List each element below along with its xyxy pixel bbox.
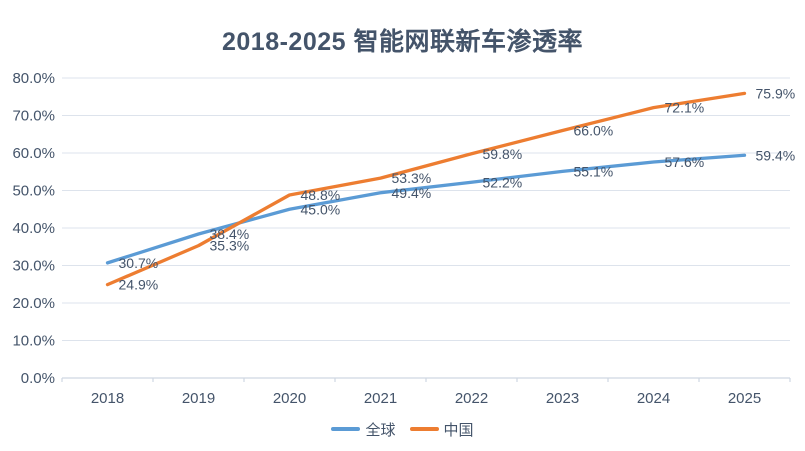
x-axis-tick-label: 2024 [637,390,670,407]
legend-label-global: 全球 [365,421,396,439]
legend-item-china[interactable]: 中国 [409,419,474,440]
chart-title: 2018-2025 智能网联新车渗透率 [221,28,583,56]
data-label-global: 52.2% [483,174,523,190]
x-axis-tick-label: 2022 [455,390,488,407]
x-axis-tick-label: 2019 [182,390,215,407]
x-axis-tick-label: 2018 [91,390,124,407]
y-axis-tick-label: 40.0% [12,220,55,237]
data-label-china: 35.3% [210,238,250,254]
series-line-china[interactable] [105,91,747,287]
data-label-global: 38.4% [210,226,250,242]
data-label-global: 49.4% [392,185,432,201]
x-axis-tick-label: 2023 [546,390,579,407]
data-label-global: 45.0% [301,201,341,217]
y-axis-tick-label: 0.0% [21,370,55,387]
chart-legend: 全球 中国 [0,419,805,439]
data-label-china: 66.0% [574,123,614,139]
series-line-global[interactable] [105,153,747,265]
legend-label-china: 中国 [443,421,474,439]
legend-swatch-global [331,427,361,431]
data-label-china: 59.8% [483,146,523,162]
y-axis-tick-label: 80.0% [12,70,55,87]
x-axis-tick-label: 2025 [728,390,761,407]
data-label-china: 48.8% [301,187,341,203]
y-axis-tick-label: 10.0% [12,333,55,350]
data-label-china: 72.1% [665,100,705,116]
x-axis-tick-label: 2021 [364,390,397,407]
y-axis-tick-label: 20.0% [12,295,55,312]
data-label-global: 55.1% [574,163,614,179]
x-axis-tick-label: 2020 [273,390,306,407]
data-label-global: 57.6% [665,154,705,170]
y-axis-tick-label: 70.0% [12,108,55,125]
legend-swatch-china [409,427,439,431]
legend-item-global[interactable]: 全球 [331,419,396,440]
data-label-global: 59.4% [756,147,796,163]
y-axis-tick-label: 30.0% [12,258,55,275]
data-label-china: 53.3% [392,170,432,186]
y-axis-tick-label: 50.0% [12,183,55,200]
data-label-china: 24.9% [119,277,159,293]
data-label-global: 30.7% [119,255,159,271]
data-label-china: 75.9% [756,85,796,101]
y-axis-tick-label: 60.0% [12,145,55,162]
